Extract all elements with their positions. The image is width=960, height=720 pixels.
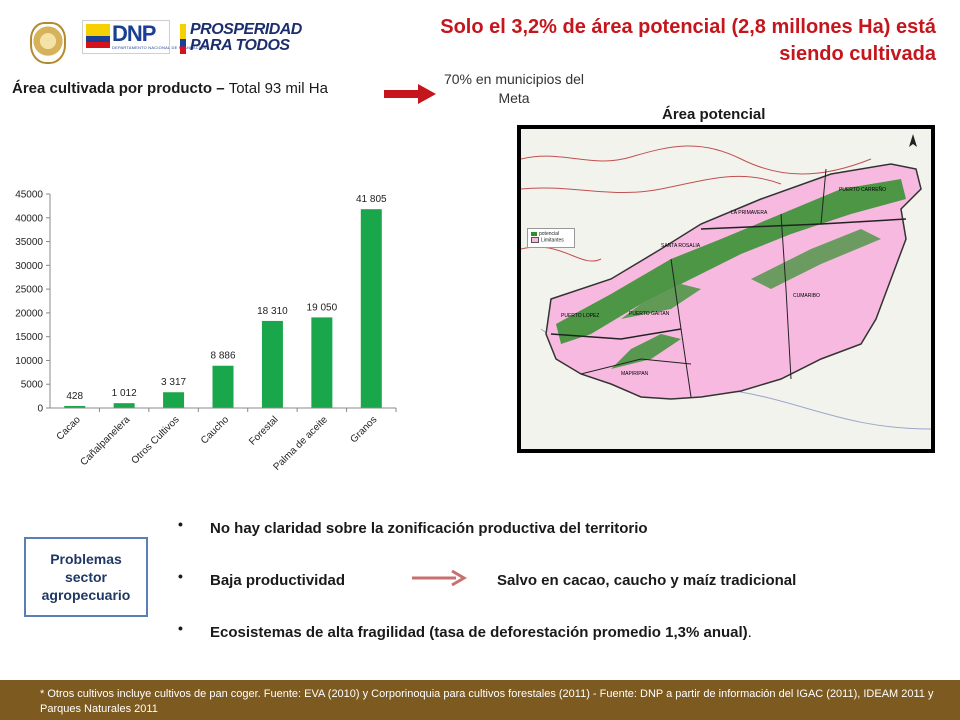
bar-value-label: 18 310 (257, 306, 288, 317)
bar (163, 392, 185, 408)
page-title: Solo el 3,2% de área potencial (2,8 mill… (440, 16, 936, 65)
prosperidad-line2: PARA TODOS (190, 37, 290, 54)
legend-label: potencial (539, 231, 560, 237)
bar-value-label: 3 317 (161, 377, 186, 388)
prosperidad-logo: PROSPERIDAD PARA TODOS (190, 22, 302, 54)
bar-value-label: 19 050 (307, 302, 338, 313)
x-tick-label: Palma de aceite (271, 414, 330, 473)
y-tick-label: 10000 (15, 356, 43, 367)
map-graphic: PUERTO CARREÑO LA PRIMAVERA SANTA ROSALI… (521, 134, 931, 430)
bar-value-label: 1 012 (112, 388, 137, 399)
bar-value-label: 8 886 (210, 351, 235, 362)
y-tick-label: 0 (37, 404, 43, 415)
bullet-dot: • (178, 620, 183, 636)
red-arrow-icon (384, 84, 436, 104)
problems-box: Problemas sector agropecuario (24, 537, 148, 617)
y-tick-label: 45000 (15, 190, 43, 201)
x-tick-label: Granos (348, 414, 379, 445)
bullet-dot: • (178, 516, 183, 532)
x-tick-label: Forestal (247, 414, 280, 447)
bar (113, 403, 135, 408)
bars: 428 1 012 3 317 8 886 18 310 19 050 41 805 (64, 194, 387, 408)
meta-percentage-note: 70% en municipios del Meta (443, 71, 585, 106)
map-label: MAPIRIPAN (621, 371, 649, 377)
y-tick-label: 5000 (21, 380, 44, 391)
y-tick-label: 40000 (15, 213, 43, 224)
dnp-logo-subtext: DEPARTAMENTO NACIONAL DE PLANEACIÓN (112, 45, 207, 50)
map-label: CUMARIBO (793, 293, 820, 299)
bullet-ecosystems-tail: . (747, 624, 752, 641)
map-label: PUERTO LOPEZ (561, 313, 599, 319)
map-label: LA PRIMAVERA (731, 210, 768, 216)
dnp-logo-text: DNP (112, 21, 156, 46)
crop-area-bar-chart: 0 5000 10000 15000 20000 25000 30000 35000 40000… (15, 190, 397, 473)
colombia-seal-logo (30, 22, 66, 64)
chart-heading-bold: Área cultivada por producto – (12, 80, 229, 97)
x-tick-label: Cacao (55, 414, 84, 443)
dnp-flag-icon (86, 24, 110, 48)
chart-heading-total: Total 93 mil Ha (228, 80, 328, 97)
y-tick-label: 25000 (15, 285, 43, 296)
bullet-ecosystems: Ecosistemas de alta fragilidad (tasa de … (210, 622, 810, 643)
legend-item-limitantes: Limitantes (531, 237, 571, 243)
y-tick-label: 15000 (15, 332, 43, 343)
north-arrow-icon (909, 134, 917, 147)
map-title: Área potencial (662, 106, 766, 123)
bar (261, 320, 283, 408)
y-axis: 0 5000 10000 15000 20000 25000 30000 35000 40000… (15, 190, 51, 415)
potential-area-map: PUERTO CARREÑO LA PRIMAVERA SANTA ROSALI… (517, 125, 935, 453)
map-label: PUERTO CARREÑO (839, 186, 886, 193)
x-tick-label: Otros Cultivos (130, 414, 182, 466)
bullet-dot: • (178, 568, 183, 584)
bar (360, 209, 382, 408)
bar-value-label: 428 (66, 391, 83, 402)
bar (311, 317, 333, 408)
legend-item-potential: potencial (531, 231, 571, 237)
legend-label: Limitantes (541, 237, 564, 244)
prosperidad-line1: PROSPERIDAD (190, 21, 302, 38)
bullet-zonification: No hay claridad sobre la zonificación pr… (210, 520, 648, 537)
map-legend: potencial Limitantes (527, 228, 575, 248)
productivity-exception: Salvo en cacao, caucho y maíz tradiciona… (497, 572, 797, 589)
y-tick-label: 20000 (15, 308, 43, 319)
bullet-ecosystems-text: Ecosistemas de alta fragilidad (tasa de … (210, 624, 748, 641)
footer-source-note: * Otros cultivos incluye cultivos de pan… (0, 680, 960, 720)
potential-region (545, 163, 922, 400)
x-tick-label: Caucho (199, 414, 231, 446)
prosperidad-flag-icon (180, 24, 186, 54)
y-tick-label: 30000 (15, 261, 43, 272)
bar (64, 405, 86, 408)
chart-heading: Área cultivada por producto – Total 93 m… (12, 80, 328, 97)
map-label: SANTA ROSALIA (661, 243, 701, 249)
bullet-productivity: Baja productividad (210, 572, 346, 589)
x-tick-label: Cañalpanelera (78, 414, 132, 468)
bar (212, 365, 234, 408)
y-tick-label: 35000 (15, 237, 43, 248)
bar-value-label: 41 805 (356, 194, 387, 205)
arrow-right-icon (412, 569, 467, 587)
map-label: PUERTO GAITAN (629, 311, 670, 317)
